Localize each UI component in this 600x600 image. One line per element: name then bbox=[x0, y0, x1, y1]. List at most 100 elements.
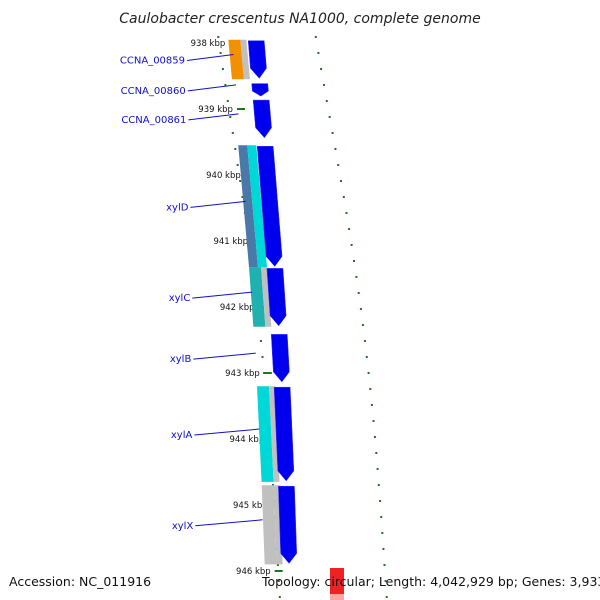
cog-feature-track bbox=[228, 39, 283, 565]
gc-dot bbox=[314, 36, 317, 38]
gc-dot bbox=[359, 308, 362, 310]
gc-dot bbox=[334, 148, 337, 150]
cds-arrow-xyla[interactable] bbox=[273, 386, 295, 482]
gc-dot bbox=[350, 244, 353, 246]
cds-arrow-xylc[interactable] bbox=[266, 268, 287, 327]
gc-dot bbox=[379, 500, 382, 502]
cog-segment-shade bbox=[240, 39, 250, 80]
gene-label-xylc[interactable]: xylC bbox=[169, 293, 191, 304]
gene-label-ccna_00860[interactable]: CCNA_00860 bbox=[121, 86, 186, 97]
gc-dot bbox=[259, 340, 262, 342]
cds-arrow-xylx[interactable] bbox=[278, 485, 297, 564]
gene-label-ccna_00861[interactable]: CCNA_00861 bbox=[121, 115, 186, 126]
gc-dot-tracks bbox=[217, 36, 388, 598]
cog-segment bbox=[249, 267, 266, 327]
gc-dot bbox=[239, 180, 242, 182]
gc-dot bbox=[375, 452, 378, 454]
gc-dot bbox=[383, 564, 386, 566]
red-marker-cap bbox=[328, 594, 346, 600]
cog-segment bbox=[257, 386, 274, 482]
gc-dot bbox=[363, 340, 366, 342]
gc-dot bbox=[320, 68, 323, 70]
gc-dot bbox=[355, 276, 358, 278]
gc-dot bbox=[357, 292, 360, 294]
gc-dot bbox=[231, 132, 234, 134]
gc-dot bbox=[323, 84, 325, 86]
red-marker bbox=[330, 568, 344, 600]
kbp-tick-label: 943 kbp bbox=[225, 369, 260, 379]
gc-dot bbox=[353, 260, 355, 262]
gene-labels: CCNA_00859 CCNA_00860 CCNA_00861 xylD xylC xy… bbox=[120, 54, 263, 532]
gc-dot bbox=[342, 196, 345, 198]
cog-segment bbox=[228, 39, 244, 80]
gc-dot bbox=[224, 84, 227, 86]
kbp-ticks: 938 kbp 939 kbp 940 kbp 941 kbp 942 kbp 943 k… bbox=[191, 39, 283, 577]
gc-dot bbox=[365, 356, 368, 358]
kbp-tick-label: 941 kbp bbox=[213, 237, 248, 247]
gc-dot bbox=[385, 596, 388, 598]
gc-dot bbox=[340, 180, 342, 182]
gc-dot bbox=[370, 404, 373, 406]
gc-dot bbox=[325, 100, 328, 102]
gc-dot bbox=[376, 468, 379, 470]
gc-dot bbox=[331, 132, 334, 134]
kbp-tick-label: 942 kbp bbox=[220, 303, 255, 313]
gene-label-xylb[interactable]: xylB bbox=[170, 354, 192, 365]
gc-dot bbox=[367, 372, 370, 374]
gc-dot bbox=[348, 228, 351, 230]
gc-dot bbox=[276, 564, 279, 566]
gc-dot bbox=[226, 100, 229, 102]
kbp-tick-label: 939 kbp bbox=[198, 105, 233, 115]
gc-dot bbox=[217, 36, 220, 38]
topology-text: Topology: circular; Length: 4,042,929 bp… bbox=[261, 574, 600, 589]
cds-arrow-ccna_00860[interactable] bbox=[251, 83, 269, 97]
kbp-tick-label: 945 kbp bbox=[233, 501, 268, 511]
gene-leader-line bbox=[190, 200, 246, 208]
cds-arrow-ccna_00859[interactable] bbox=[247, 40, 267, 79]
cog-segment-shade bbox=[269, 386, 280, 482]
gc-dot bbox=[236, 164, 239, 166]
gc-dot bbox=[345, 212, 348, 214]
kbp-tick-label: 940 kbp bbox=[206, 171, 241, 181]
cog-segment-shade bbox=[261, 267, 272, 327]
gene-leader-line bbox=[193, 352, 256, 360]
gene-leader-line bbox=[188, 113, 239, 121]
gc-dot bbox=[229, 116, 232, 118]
kbp-tick-label: 938 kbp bbox=[191, 39, 226, 49]
gc-dot bbox=[271, 484, 274, 486]
gc-dot bbox=[241, 196, 244, 198]
gene-leader-line bbox=[192, 291, 253, 299]
gc-dot bbox=[372, 420, 375, 422]
gene-leader-line bbox=[187, 84, 237, 92]
gene-leader-line bbox=[195, 519, 263, 527]
gc-dot bbox=[369, 388, 372, 390]
gene-label-xyla[interactable]: xylA bbox=[171, 430, 193, 441]
cds-feature-track bbox=[247, 40, 297, 564]
gc-dot bbox=[221, 68, 224, 70]
cds-arrow-xyld[interactable] bbox=[256, 146, 283, 267]
gene-label-xylx[interactable]: xylX bbox=[172, 521, 194, 532]
gene-label-ccna_00859[interactable]: CCNA_00859 bbox=[120, 56, 185, 67]
gc-dot bbox=[278, 596, 281, 598]
markers bbox=[328, 568, 346, 600]
gene-label-xyld[interactable]: xylD bbox=[166, 202, 189, 213]
gc-dot bbox=[373, 436, 376, 438]
gc-dot bbox=[277, 580, 280, 582]
cds-arrow-ccna_00861[interactable] bbox=[252, 99, 272, 139]
gene-leader-line bbox=[186, 54, 234, 61]
cds-arrow-xylb[interactable] bbox=[270, 334, 290, 383]
gc-dot bbox=[328, 116, 331, 118]
gc-dot bbox=[377, 484, 380, 486]
gc-dot bbox=[380, 516, 383, 518]
gc-dot bbox=[382, 548, 385, 550]
gc-dot bbox=[384, 580, 387, 582]
gc-dot bbox=[317, 52, 320, 54]
accession-text: Accession: NC_011916 bbox=[9, 574, 151, 589]
gc-dot bbox=[337, 164, 340, 166]
gc-dot bbox=[261, 356, 264, 358]
gc-dot bbox=[381, 532, 384, 534]
gc-dot bbox=[263, 372, 266, 374]
cog-segment bbox=[261, 485, 277, 565]
